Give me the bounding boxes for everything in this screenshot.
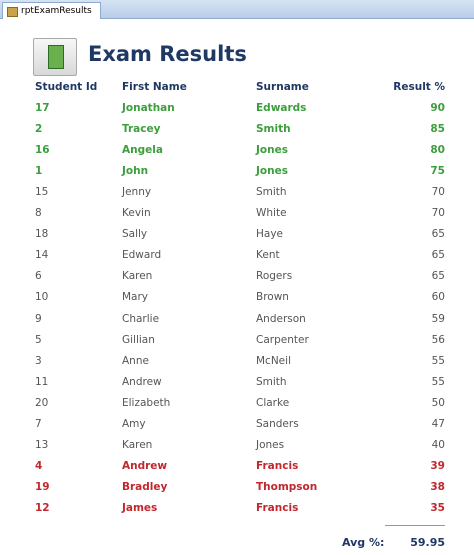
student-id-cell: 6: [35, 270, 42, 283]
student-id-cell: 5: [35, 333, 42, 346]
surname-cell: Smith: [256, 375, 287, 388]
column-header: Surname: [256, 81, 309, 93]
student-id-cell: 20: [35, 396, 49, 409]
result-cell: 47: [431, 417, 445, 430]
result-cell: 50: [431, 396, 445, 409]
first-name-cell: Elizabeth: [122, 396, 171, 409]
result-cell: 39: [430, 459, 445, 472]
avg-label: Avg %:: [342, 536, 385, 549]
surname-cell: Anderson: [256, 312, 306, 325]
surname-cell: Francis: [256, 501, 299, 514]
surname-cell: Thompson: [256, 480, 318, 493]
result-cell: 40: [431, 438, 445, 451]
first-name-cell: Amy: [122, 417, 146, 430]
surname-cell: Jones: [256, 165, 288, 178]
student-id-cell: 18: [35, 228, 49, 241]
first-name-cell: Jenny: [122, 186, 152, 199]
first-name-cell: Charlie: [122, 312, 160, 325]
surname-cell: Smith: [256, 123, 291, 136]
student-id-cell: 15: [35, 186, 49, 199]
first-name-cell: Karen: [122, 270, 153, 283]
result-cell: 56: [431, 333, 445, 346]
first-name-cell: Andrew: [122, 375, 162, 388]
total-rule: [385, 525, 445, 526]
result-cell: 59: [431, 312, 445, 325]
student-id-cell: 13: [35, 438, 49, 451]
student-id-cell: 12: [35, 501, 50, 514]
first-name-cell: Angela: [122, 144, 163, 157]
result-cell: 90: [430, 102, 445, 114]
result-cell: 65: [431, 228, 445, 241]
surname-cell: Jones: [256, 438, 285, 451]
first-name-cell: Edward: [122, 249, 162, 262]
avg-value: 59.95: [410, 536, 445, 549]
result-cell: 60: [431, 291, 445, 304]
result-cell: 38: [430, 480, 445, 493]
student-id-cell: 7: [35, 417, 42, 430]
column-header: Student Id: [35, 81, 98, 93]
first-name-cell: Bradley: [122, 480, 168, 493]
first-name-cell: Jonathan: [122, 102, 175, 114]
first-name-cell: Andrew: [122, 459, 168, 472]
report-title: Exam Results: [88, 42, 247, 66]
student-id-cell: 3: [35, 354, 42, 367]
student-id-cell: 11: [35, 375, 49, 388]
student-id-cell: 16: [35, 144, 50, 157]
student-id-cell: 4: [35, 459, 43, 472]
book-icon: [48, 45, 64, 69]
result-cell: 55: [431, 354, 445, 367]
surname-cell: Sanders: [256, 417, 299, 430]
first-name-cell: James: [122, 501, 158, 514]
tab-bar: rptExamResults: [0, 0, 474, 19]
first-name-cell: Karen: [122, 438, 153, 451]
first-name-cell: Sally: [122, 228, 148, 241]
first-name-cell: Anne: [122, 354, 149, 367]
result-cell: 35: [430, 501, 445, 514]
column-header: Result %: [393, 81, 445, 93]
student-id-cell: 14: [35, 249, 49, 262]
surname-cell: Jones: [256, 144, 288, 157]
tab-label: rptExamResults: [21, 6, 92, 16]
surname-cell: Smith: [256, 186, 287, 199]
surname-cell: Rogers: [256, 270, 293, 283]
student-id-cell: 17: [35, 102, 50, 114]
result-cell: 75: [430, 165, 445, 178]
first-name-cell: Kevin: [122, 207, 151, 220]
student-id-cell: 10: [35, 291, 49, 304]
first-name-cell: Tracey: [122, 123, 161, 136]
surname-cell: White: [256, 207, 287, 220]
student-id-cell: 9: [35, 312, 42, 325]
student-id-cell: 8: [35, 207, 42, 220]
result-cell: 70: [431, 207, 445, 220]
surname-cell: McNeil: [256, 354, 291, 367]
report-icon: [33, 38, 77, 76]
surname-cell: Kent: [256, 249, 280, 262]
result-cell: 55: [431, 375, 445, 388]
surname-cell: Carpenter: [256, 333, 309, 346]
first-name-cell: Mary: [122, 291, 149, 304]
student-id-cell: 1: [35, 165, 43, 178]
surname-cell: Brown: [256, 291, 289, 304]
first-name-cell: Gillian: [122, 333, 155, 346]
student-id-cell: 19: [35, 480, 50, 493]
surname-cell: Edwards: [256, 102, 307, 114]
result-cell: 65: [431, 270, 445, 283]
report-tab[interactable]: rptExamResults: [2, 2, 101, 19]
result-cell: 70: [431, 186, 445, 199]
result-cell: 65: [431, 249, 445, 262]
student-id-cell: 2: [35, 123, 43, 136]
result-cell: 85: [430, 123, 445, 136]
tab-icon: [7, 7, 18, 17]
column-header: First Name: [122, 81, 187, 93]
surname-cell: Francis: [256, 459, 299, 472]
first-name-cell: John: [122, 165, 149, 178]
result-cell: 80: [430, 144, 445, 157]
surname-cell: Clarke: [256, 396, 290, 409]
surname-cell: Haye: [256, 228, 284, 241]
